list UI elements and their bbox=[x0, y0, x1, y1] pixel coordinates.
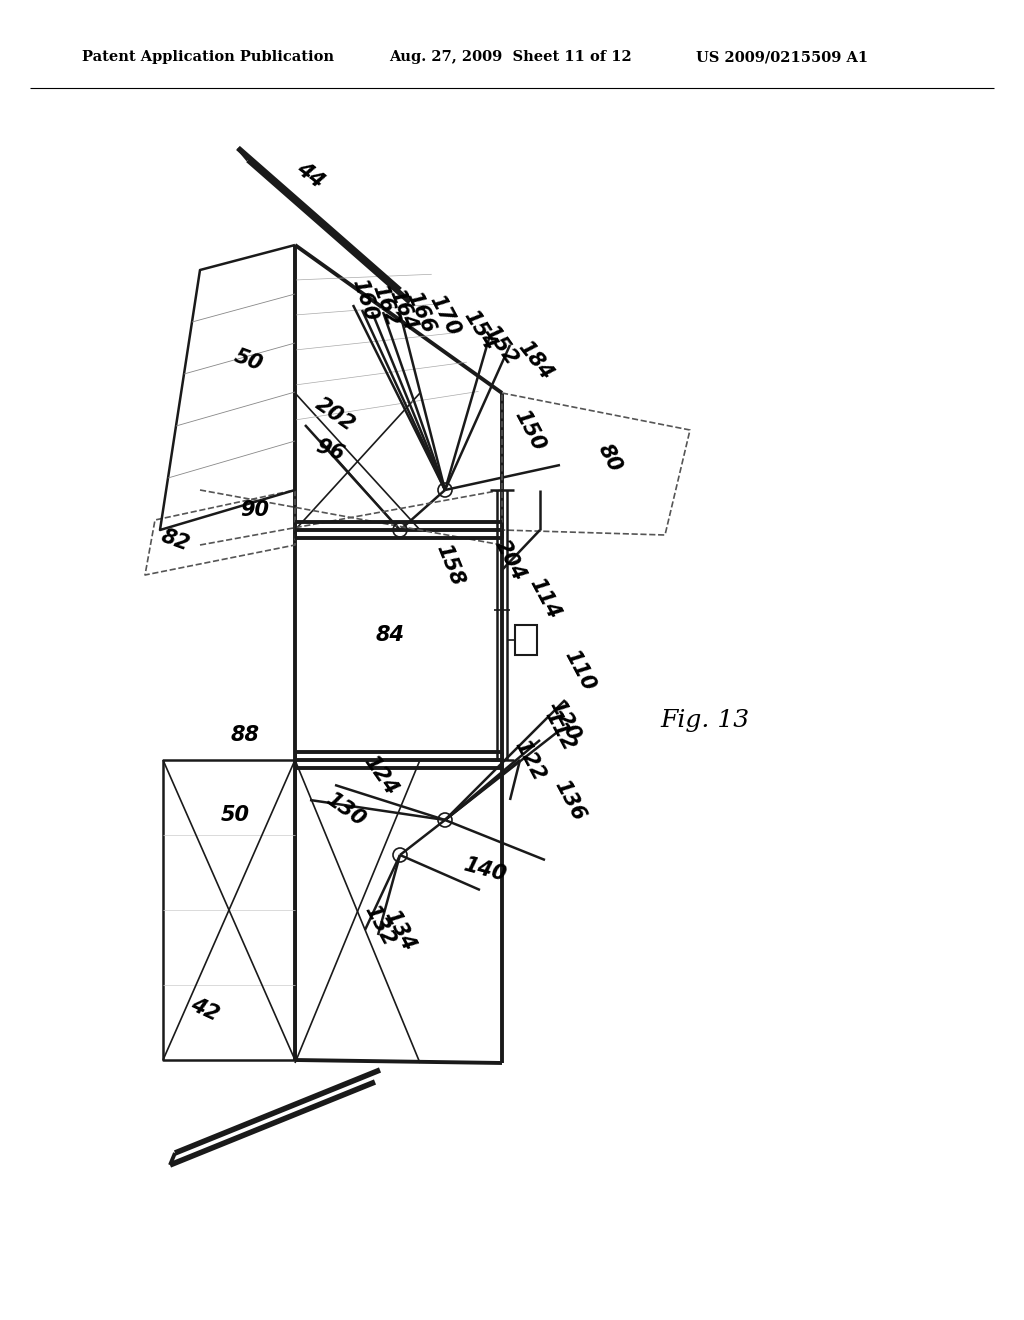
Text: 42: 42 bbox=[187, 995, 222, 1026]
Text: 162: 162 bbox=[369, 281, 401, 329]
Text: 136: 136 bbox=[551, 776, 589, 824]
Bar bbox=[515, 624, 537, 655]
Text: 96: 96 bbox=[313, 436, 347, 465]
Text: 154: 154 bbox=[460, 306, 500, 354]
Text: 134: 134 bbox=[381, 906, 419, 954]
Text: 80: 80 bbox=[594, 441, 626, 475]
Text: 50: 50 bbox=[220, 805, 250, 825]
Text: 204: 204 bbox=[490, 536, 529, 583]
Text: Aug. 27, 2009  Sheet 11 of 12: Aug. 27, 2009 Sheet 11 of 12 bbox=[389, 50, 632, 65]
Text: Fig. 13: Fig. 13 bbox=[660, 709, 750, 731]
Text: 112: 112 bbox=[541, 706, 579, 754]
Text: 88: 88 bbox=[230, 725, 259, 744]
Text: 90: 90 bbox=[241, 500, 269, 520]
Text: US 2009/0215509 A1: US 2009/0215509 A1 bbox=[696, 50, 868, 65]
Text: 158: 158 bbox=[432, 541, 467, 589]
Text: 122: 122 bbox=[511, 737, 549, 784]
Text: 130: 130 bbox=[322, 789, 369, 830]
Text: 160: 160 bbox=[349, 276, 381, 323]
Text: 166: 166 bbox=[402, 288, 438, 335]
Text: 170: 170 bbox=[426, 292, 464, 339]
Text: 164: 164 bbox=[386, 286, 421, 334]
Text: 44: 44 bbox=[293, 158, 328, 191]
Text: 114: 114 bbox=[526, 574, 564, 622]
Text: 140: 140 bbox=[462, 855, 509, 886]
Text: 150: 150 bbox=[511, 407, 549, 454]
Text: 132: 132 bbox=[360, 902, 399, 949]
Text: 152: 152 bbox=[479, 322, 520, 368]
Text: 124: 124 bbox=[359, 751, 400, 799]
Text: 184: 184 bbox=[514, 337, 556, 383]
Text: 50: 50 bbox=[231, 346, 265, 375]
Text: 202: 202 bbox=[311, 395, 358, 436]
Text: 120: 120 bbox=[546, 696, 584, 744]
Text: 110: 110 bbox=[561, 645, 599, 694]
Text: 84: 84 bbox=[376, 624, 404, 645]
Text: 82: 82 bbox=[158, 525, 193, 554]
Text: Patent Application Publication: Patent Application Publication bbox=[82, 50, 334, 65]
